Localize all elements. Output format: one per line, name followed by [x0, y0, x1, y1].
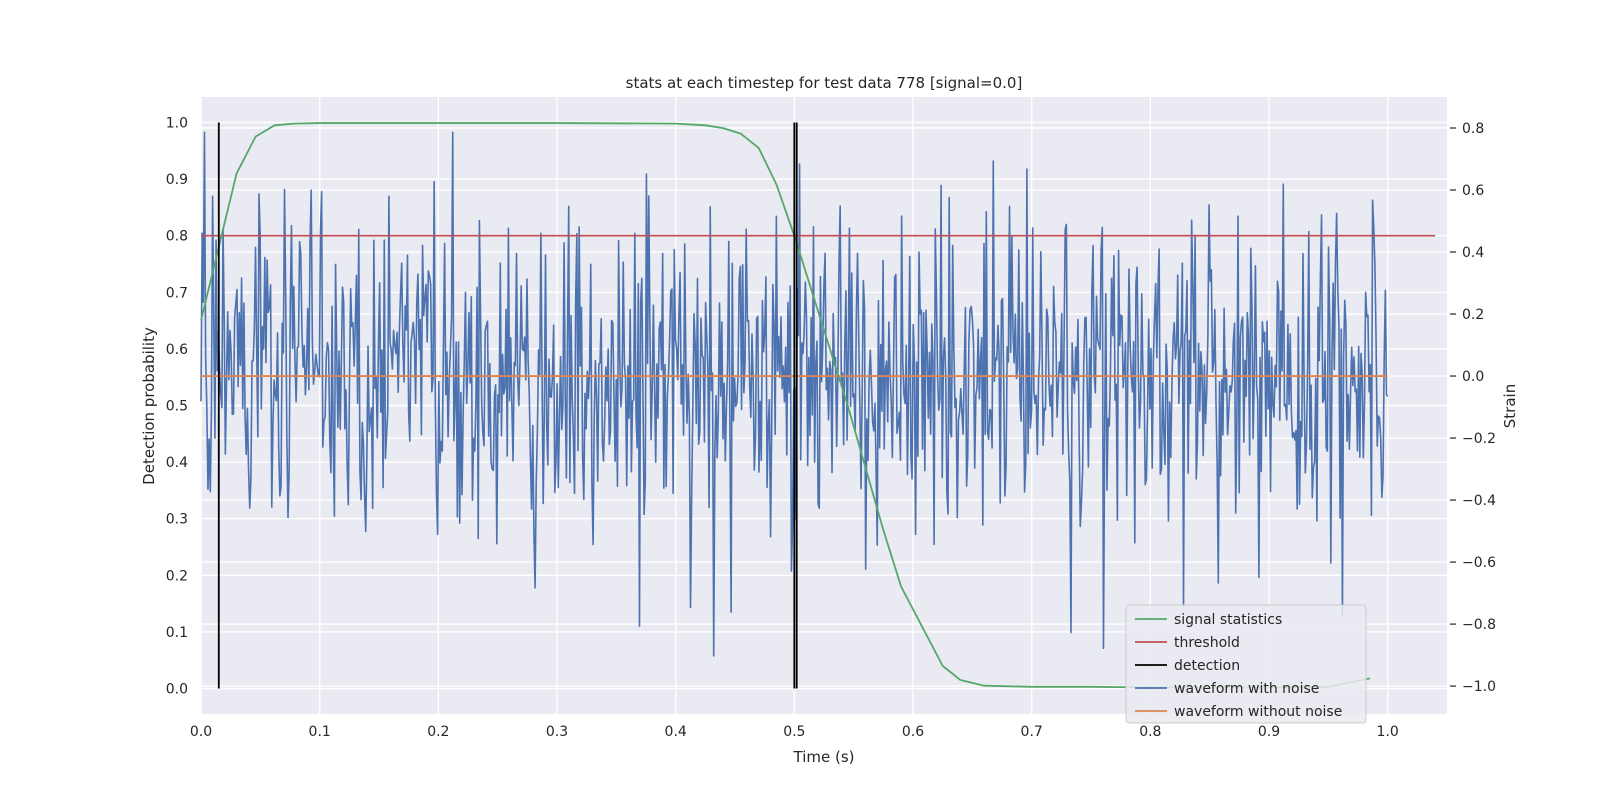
y-right-tick-label: −0.2 — [1462, 431, 1496, 447]
y-left-tick-label: 0.0 — [166, 682, 188, 698]
y-right-tick-label: 0.6 — [1462, 183, 1484, 199]
series-layer — [200, 122, 1436, 689]
x-axis-title: Time (s) — [793, 748, 855, 766]
y-left-tick-label: 0.4 — [166, 455, 188, 471]
legend-label: detection — [1174, 658, 1240, 674]
x-tick-label: 0.7 — [1021, 724, 1043, 740]
x-tick-labels: 0.0 0.1 0.2 0.3 0.4 0.5 0.6 0.7 0.8 0.9 1.0 — [190, 724, 1399, 740]
legend-label: waveform with noise — [1174, 681, 1319, 697]
x-tick-label: 0.2 — [427, 724, 449, 740]
y-left-tick-labels: 0.0 0.1 0.2 0.3 0.4 0.5 0.6 0.7 0.8 0.9 1.0 — [166, 115, 188, 697]
y-left-tick-label: 0.3 — [166, 512, 188, 528]
y-left-tick-label: 0.1 — [166, 625, 188, 641]
x-tick-label: 1.0 — [1377, 724, 1399, 740]
y-right-tick-label: −0.6 — [1462, 555, 1496, 571]
y-right-tick-label: −0.8 — [1462, 617, 1496, 633]
y-left-tick-label: 0.7 — [166, 285, 188, 301]
legend-label: waveform without noise — [1174, 704, 1342, 720]
x-tick-label: 0.9 — [1258, 724, 1280, 740]
y-left-tick-label: 0.5 — [166, 399, 188, 415]
y-right-tick-labels: −1.0 −0.8 −0.6 −0.4 −0.2 0.0 0.2 0.4 0.6 0.8 — [1450, 121, 1496, 695]
legend-label: threshold — [1174, 635, 1240, 651]
y-left-tick-label: 0.8 — [166, 229, 188, 245]
legend-label: signal statistics — [1174, 612, 1282, 628]
y-right-tick-label: 0.2 — [1462, 307, 1484, 323]
x-tick-label: 0.8 — [1139, 724, 1161, 740]
x-tick-label: 0.0 — [190, 724, 212, 740]
y-right-tick-label: −0.4 — [1462, 493, 1496, 509]
x-tick-label: 0.5 — [783, 724, 805, 740]
y-right-tick-label: 0.0 — [1462, 369, 1484, 385]
legend-box — [1125, 604, 1367, 724]
x-tick-label: 0.4 — [665, 724, 687, 740]
x-tick-label: 0.3 — [546, 724, 568, 740]
y-left-tick-label: 0.9 — [166, 172, 188, 188]
y-right-tick-label: 0.8 — [1462, 121, 1484, 137]
y-right-axis-title: Strain — [1501, 384, 1519, 428]
y-right-tick-label: −1.0 — [1462, 679, 1496, 695]
y-left-tick-label: 0.6 — [166, 342, 188, 358]
y-right-tick-label: 0.4 — [1462, 245, 1484, 261]
series-signal-statistics — [200, 122, 1371, 689]
x-tick-label: 0.6 — [902, 724, 924, 740]
legend: signal statistics threshold detection wavef… — [1125, 604, 1367, 724]
y-left-axis-title: Detection probability — [140, 327, 158, 485]
x-tick-label: 0.1 — [309, 724, 331, 740]
y-left-tick-label: 1.0 — [166, 115, 188, 131]
y-left-tick-label: 0.2 — [166, 568, 188, 584]
chart-title: stats at each timestep for test data 778… — [626, 74, 1023, 92]
